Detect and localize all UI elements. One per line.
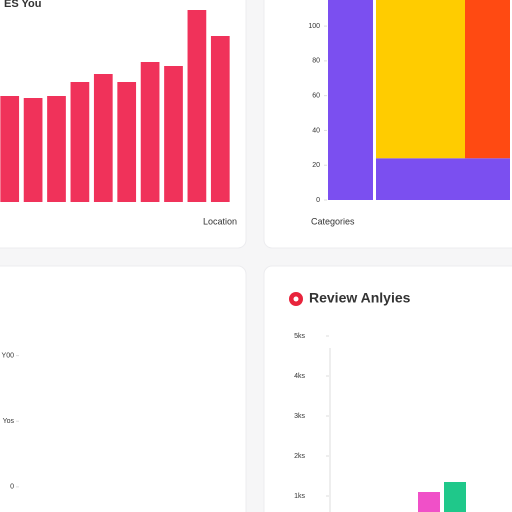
y-tick-label: 4ks xyxy=(294,373,305,380)
y-tick-label: 20 xyxy=(312,162,320,169)
y-tick-label: 40 xyxy=(312,127,320,134)
title-icon-dot xyxy=(293,296,299,302)
bar xyxy=(140,62,160,202)
bar xyxy=(117,82,137,202)
bar xyxy=(418,492,440,512)
card xyxy=(0,265,247,512)
card xyxy=(263,265,512,512)
y-tick-label: 100 xyxy=(308,23,320,30)
y-tick-label: 60 xyxy=(312,92,320,99)
y-tick-label: 1ks xyxy=(294,493,305,500)
bar xyxy=(164,66,183,202)
bar xyxy=(93,74,113,202)
bar-segment xyxy=(465,158,510,200)
y-tick-label: Yos xyxy=(3,418,15,425)
bar xyxy=(210,36,230,202)
y-tick-label: 3ks xyxy=(294,413,305,420)
bar xyxy=(47,96,66,202)
bar xyxy=(187,10,207,202)
chart-title: Review Anlyies xyxy=(309,290,411,306)
bar-segment xyxy=(328,0,373,200)
bar xyxy=(0,96,20,202)
bar xyxy=(23,98,43,202)
chart-title: ES You xyxy=(4,0,42,10)
y-tick-label: 0 xyxy=(316,197,320,204)
y-tick-label: 0 xyxy=(10,484,14,491)
bar-segment xyxy=(376,158,465,200)
bar-segment xyxy=(465,0,510,159)
y-tick-label: 2ks xyxy=(294,453,305,460)
y-tick-label: 80 xyxy=(312,58,320,65)
bar xyxy=(70,82,90,202)
x-axis-label: Categories xyxy=(311,216,355,226)
y-tick-label: 5ks xyxy=(294,333,305,340)
y-tick-label: Y00 xyxy=(2,352,15,359)
bar xyxy=(444,482,466,512)
x-axis-label: Location xyxy=(203,216,237,226)
bar-segment xyxy=(376,0,465,159)
